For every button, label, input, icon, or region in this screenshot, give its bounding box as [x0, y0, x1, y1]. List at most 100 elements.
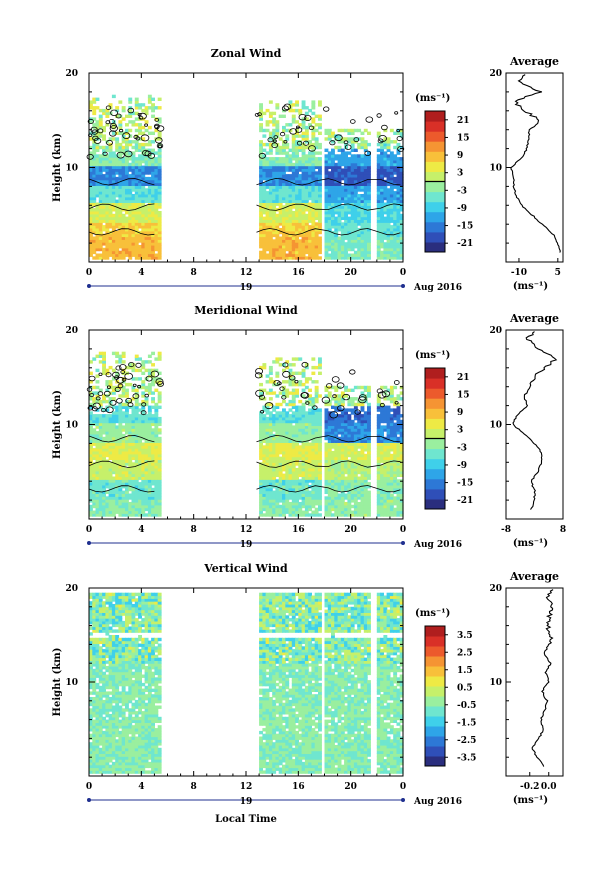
heatmap-cell: [92, 431, 97, 435]
heatmap-cell: [282, 476, 286, 480]
heatmap-cell: [295, 253, 299, 257]
heatmap-cell: [154, 128, 159, 133]
heatmap-cell: [308, 428, 312, 432]
heatmap-cell: [367, 168, 371, 172]
heatmap-cell: [262, 425, 267, 429]
heatmap-cell: [350, 194, 355, 198]
heatmap-cell: [151, 433, 155, 438]
heatmap-cell: [265, 168, 270, 172]
heatmap-cell: [262, 487, 267, 492]
heatmap-cell: [304, 490, 309, 494]
heatmap-cell: [311, 168, 316, 172]
heatmap-cell: [278, 431, 283, 435]
heatmap-cell: [314, 380, 319, 384]
heatmap-cell: [275, 233, 280, 238]
heatmap-cell: [360, 162, 365, 167]
heatmap-cell: [324, 256, 329, 260]
heatmap-cell: [304, 462, 309, 466]
heatmap-cell: [272, 117, 277, 121]
heatmap-cell: [92, 145, 97, 150]
heatmap-cell: [144, 219, 149, 223]
heatmap-cell: [121, 140, 126, 144]
heatmap-cell: [363, 211, 368, 215]
heatmap-cell: [131, 416, 136, 421]
heatmap-cell: [144, 476, 149, 480]
heatmap-cell: [134, 439, 139, 443]
heatmap-cell: [311, 100, 316, 104]
heatmap-cell: [331, 242, 335, 246]
heatmap-cell: [134, 456, 139, 460]
heatmap-cell: [331, 451, 335, 455]
heatmap-cell: [141, 253, 146, 257]
heatmap-cell: [118, 470, 123, 475]
heatmap-cell: [353, 228, 358, 232]
heatmap-cell: [334, 205, 339, 209]
heatmap-cell: [275, 165, 280, 169]
heatmap-cell: [265, 236, 270, 240]
heatmap-cell: [282, 213, 286, 218]
heatmap-cell: [111, 176, 116, 181]
heatmap-cell: [98, 439, 103, 443]
heatmap-cell: [95, 191, 100, 195]
heatmap-cell: [353, 154, 358, 158]
heatmap-cell: [291, 165, 296, 169]
heatmap-cell: [262, 436, 267, 441]
heatmap-cell: [396, 228, 401, 232]
heatmap-cell: [344, 159, 348, 164]
heatmap-cell: [128, 453, 133, 458]
heatmap-cell: [115, 371, 120, 375]
heatmap-cell: [157, 394, 162, 398]
heatmap-cell: [331, 485, 335, 489]
heatmap-cell: [334, 499, 339, 503]
heatmap-cell: [324, 479, 329, 483]
heatmap-cell: [102, 145, 106, 150]
heatmap-cell: [157, 496, 162, 500]
heatmap-cell: [95, 416, 100, 421]
heatmap-cell: [331, 188, 335, 192]
heatmap-cell: [259, 182, 263, 186]
heatmap-cell: [131, 476, 136, 480]
heatmap-cell: [151, 468, 155, 472]
heatmap-cell: [147, 451, 152, 455]
heatmap-cell: [105, 414, 110, 418]
heatmap-cell: [334, 179, 339, 184]
heatmap-cell: [89, 159, 93, 164]
heatmap-cell: [337, 385, 342, 390]
heatmap-cell: [111, 236, 116, 240]
heatmap-cell: [98, 154, 103, 158]
heatmap-cell: [331, 493, 335, 497]
heatmap-cell: [141, 103, 146, 107]
heatmap-cell: [288, 368, 293, 373]
heatmap-cell: [105, 473, 110, 477]
heatmap-cell: [121, 253, 126, 257]
heatmap-cell: [111, 247, 116, 252]
heatmap-cell: [108, 380, 113, 384]
heatmap-cell: [291, 442, 296, 446]
heatmap-cell: [314, 179, 319, 184]
contour-loop: [127, 107, 135, 114]
heatmap-cell: [154, 157, 159, 161]
heatmap-cell: [324, 485, 329, 489]
heatmap-cell: [278, 510, 283, 514]
heatmap-cell: [92, 462, 97, 466]
heatmap-cell: [304, 445, 309, 449]
heatmap-cell: [98, 256, 103, 260]
heatmap-cell: [118, 256, 123, 260]
heatmap-cell: [304, 194, 309, 198]
heatmap-cells: [89, 94, 404, 260]
heatmap-cell: [301, 219, 306, 223]
heatmap-cell: [295, 174, 299, 178]
contour-loop: [273, 135, 279, 140]
heatmap-cell: [337, 439, 342, 443]
heatmap-cell: [344, 513, 348, 517]
heatmap-cell: [278, 196, 283, 201]
heatmap-cell: [340, 176, 345, 181]
heatmap-cell: [380, 236, 384, 240]
heatmap-cell: [308, 433, 312, 438]
contour-loop: [102, 151, 108, 156]
heatmap-cell: [295, 196, 299, 201]
heatmap-cell: [324, 402, 329, 407]
heatmap-cell: [301, 419, 306, 424]
heatmap-cell: [138, 253, 142, 257]
heatmap-cell: [105, 145, 110, 150]
